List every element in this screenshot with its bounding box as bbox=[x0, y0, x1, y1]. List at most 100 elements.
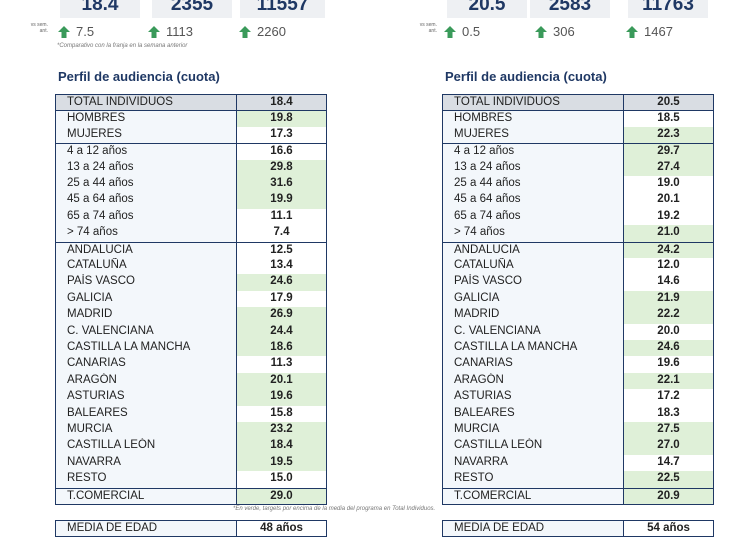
row-value: 20.5 bbox=[624, 94, 714, 112]
row-label: 65 a 74 años bbox=[55, 208, 237, 227]
row-label: HOMBRES bbox=[55, 110, 237, 128]
age-label: MEDIA DE EDAD bbox=[442, 520, 624, 537]
row-label: BALEARES bbox=[442, 405, 624, 423]
row-label: 25 a 44 años bbox=[442, 176, 624, 194]
row-value: 19.2 bbox=[624, 208, 714, 227]
row-label: NAVARRA bbox=[55, 454, 237, 473]
row-label: CASTILLA LEÓN bbox=[442, 438, 624, 456]
row-label: ARAGÓN bbox=[55, 372, 237, 391]
top-value-text: 20.5 bbox=[468, 0, 506, 15]
row-value: 18.6 bbox=[237, 340, 327, 358]
row-label: T.COMERCIAL bbox=[55, 487, 237, 505]
row-value: 18.4 bbox=[237, 438, 327, 456]
row-label: CANARIAS bbox=[55, 356, 237, 374]
row-label: 4 a 12 años bbox=[442, 143, 624, 161]
row-value: 20.0 bbox=[624, 323, 714, 341]
row-label: ANDALUCIA bbox=[442, 241, 624, 259]
row-value: 29.8 bbox=[237, 159, 327, 177]
row-label: CATALUÑA bbox=[442, 258, 624, 276]
age-label: MEDIA DE EDAD bbox=[55, 520, 237, 537]
row-label: PAÍS VASCO bbox=[442, 274, 624, 292]
change-value: 1467 bbox=[644, 24, 673, 39]
vs-label: vs sem. ant. bbox=[419, 22, 437, 34]
up-arrow bbox=[148, 26, 160, 38]
note: *Comparativo con la franja en la semana … bbox=[57, 43, 188, 49]
row-value: 19.6 bbox=[237, 389, 327, 407]
up-arrow bbox=[58, 26, 70, 38]
row-label: MUJERES bbox=[442, 126, 624, 145]
footnote: *En verde, targets por encima de la medi… bbox=[233, 506, 436, 512]
row-value: 24.6 bbox=[624, 340, 714, 358]
top-value-text: 18.4 bbox=[81, 0, 119, 15]
top-value-text: 11557 bbox=[256, 0, 309, 15]
row-label: MURCIA bbox=[442, 422, 624, 440]
row-value: 16.6 bbox=[237, 143, 327, 161]
row-value: 19.9 bbox=[237, 192, 327, 210]
row-value: 20.1 bbox=[237, 372, 327, 391]
row-value: 20.9 bbox=[624, 487, 714, 505]
row-label: 65 a 74 años bbox=[442, 208, 624, 227]
row-label: RESTO bbox=[55, 471, 237, 489]
row-label: CASTILLA LA MANCHA bbox=[442, 340, 624, 358]
top-value: 11763 bbox=[628, 0, 708, 18]
up-arrow bbox=[626, 26, 638, 38]
row-value: 17.2 bbox=[624, 389, 714, 407]
row-value: 22.2 bbox=[624, 307, 714, 325]
row-value: 24.6 bbox=[237, 274, 327, 292]
row-label: ASTURIAS bbox=[55, 389, 237, 407]
row-value: 29.0 bbox=[237, 487, 327, 505]
row-label: MURCIA bbox=[55, 422, 237, 440]
row-value: 22.1 bbox=[624, 372, 714, 391]
row-label: GALICIA bbox=[442, 290, 624, 309]
row-label: PAÍS VASCO bbox=[55, 274, 237, 292]
age-value: 54 años bbox=[624, 520, 714, 537]
row-value: 7.4 bbox=[237, 225, 327, 243]
row-label: 45 a 64 años bbox=[442, 192, 624, 210]
row-label: ARAGÓN bbox=[442, 372, 624, 391]
vs-label: vs sem. ant. bbox=[30, 22, 48, 34]
row-value: 31.6 bbox=[237, 176, 327, 194]
top-value: 20.5 bbox=[447, 0, 527, 18]
row-value: 11.1 bbox=[237, 208, 327, 227]
row-label: MADRID bbox=[55, 307, 237, 325]
row-value: 22.3 bbox=[624, 126, 714, 145]
row-label: TOTAL INDIVIDUOS bbox=[55, 94, 237, 112]
top-value-text: 2583 bbox=[548, 0, 592, 15]
row-value: 12.5 bbox=[237, 241, 327, 259]
up-arrow bbox=[239, 26, 251, 38]
change-value: 1113 bbox=[166, 24, 193, 39]
row-label: 4 a 12 años bbox=[55, 143, 237, 161]
row-label: GALICIA bbox=[55, 290, 237, 309]
row-label: C. VALENCIANA bbox=[55, 323, 237, 341]
row-value: 22.5 bbox=[624, 471, 714, 489]
row-value: 13.4 bbox=[237, 258, 327, 276]
row-label: RESTO bbox=[442, 471, 624, 489]
row-label: CASTILLA LA MANCHA bbox=[55, 340, 237, 358]
row-label: 45 a 64 años bbox=[55, 192, 237, 210]
row-value: 15.8 bbox=[237, 405, 327, 423]
change-value: 0.5 bbox=[462, 24, 481, 39]
profile-title: Perfil de audiencia (cuota) bbox=[58, 69, 220, 84]
row-value: 12.0 bbox=[624, 258, 714, 276]
row-value: 27.4 bbox=[624, 159, 714, 177]
row-value: 29.7 bbox=[624, 143, 714, 161]
row-label: CANARIAS bbox=[442, 356, 624, 374]
row-label: C. VALENCIANA bbox=[442, 323, 624, 341]
row-value: 19.8 bbox=[237, 110, 327, 128]
row-value: 18.5 bbox=[624, 110, 714, 128]
row-value: 23.2 bbox=[237, 422, 327, 440]
row-value: 21.0 bbox=[624, 225, 714, 243]
row-label: TOTAL INDIVIDUOS bbox=[442, 94, 624, 112]
top-value: 11557 bbox=[240, 0, 325, 18]
age-value: 48 años bbox=[237, 520, 327, 537]
row-value: 17.3 bbox=[237, 126, 327, 145]
top-value: 18.4 bbox=[60, 0, 140, 18]
row-label: T.COMERCIAL bbox=[442, 487, 624, 505]
change-value: 7.5 bbox=[76, 24, 95, 39]
top-value: 2355 bbox=[152, 0, 232, 18]
up-arrow bbox=[535, 26, 547, 38]
change-value: 2260 bbox=[257, 24, 286, 39]
row-value: 26.9 bbox=[237, 307, 327, 325]
row-value: 18.4 bbox=[237, 94, 327, 112]
top-value-text: 11763 bbox=[642, 0, 694, 15]
